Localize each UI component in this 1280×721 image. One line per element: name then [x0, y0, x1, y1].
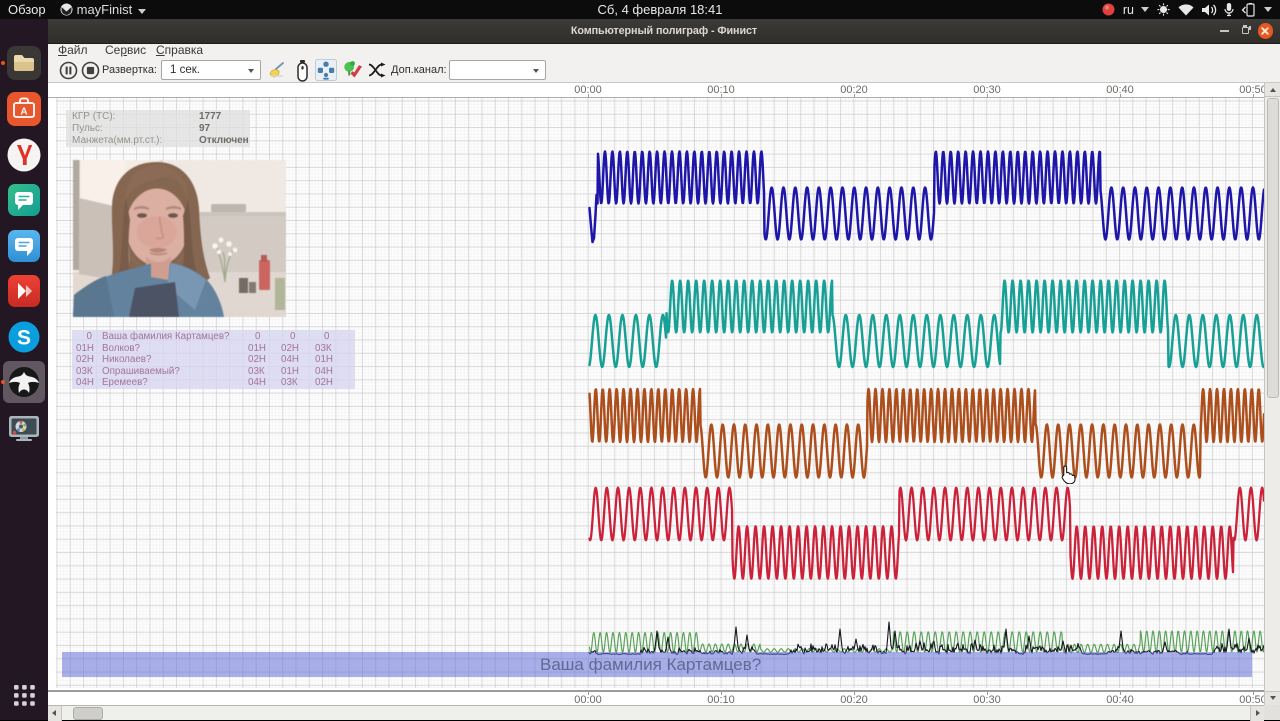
svg-text:S: S: [17, 326, 31, 349]
svg-text:A: A: [20, 107, 27, 118]
